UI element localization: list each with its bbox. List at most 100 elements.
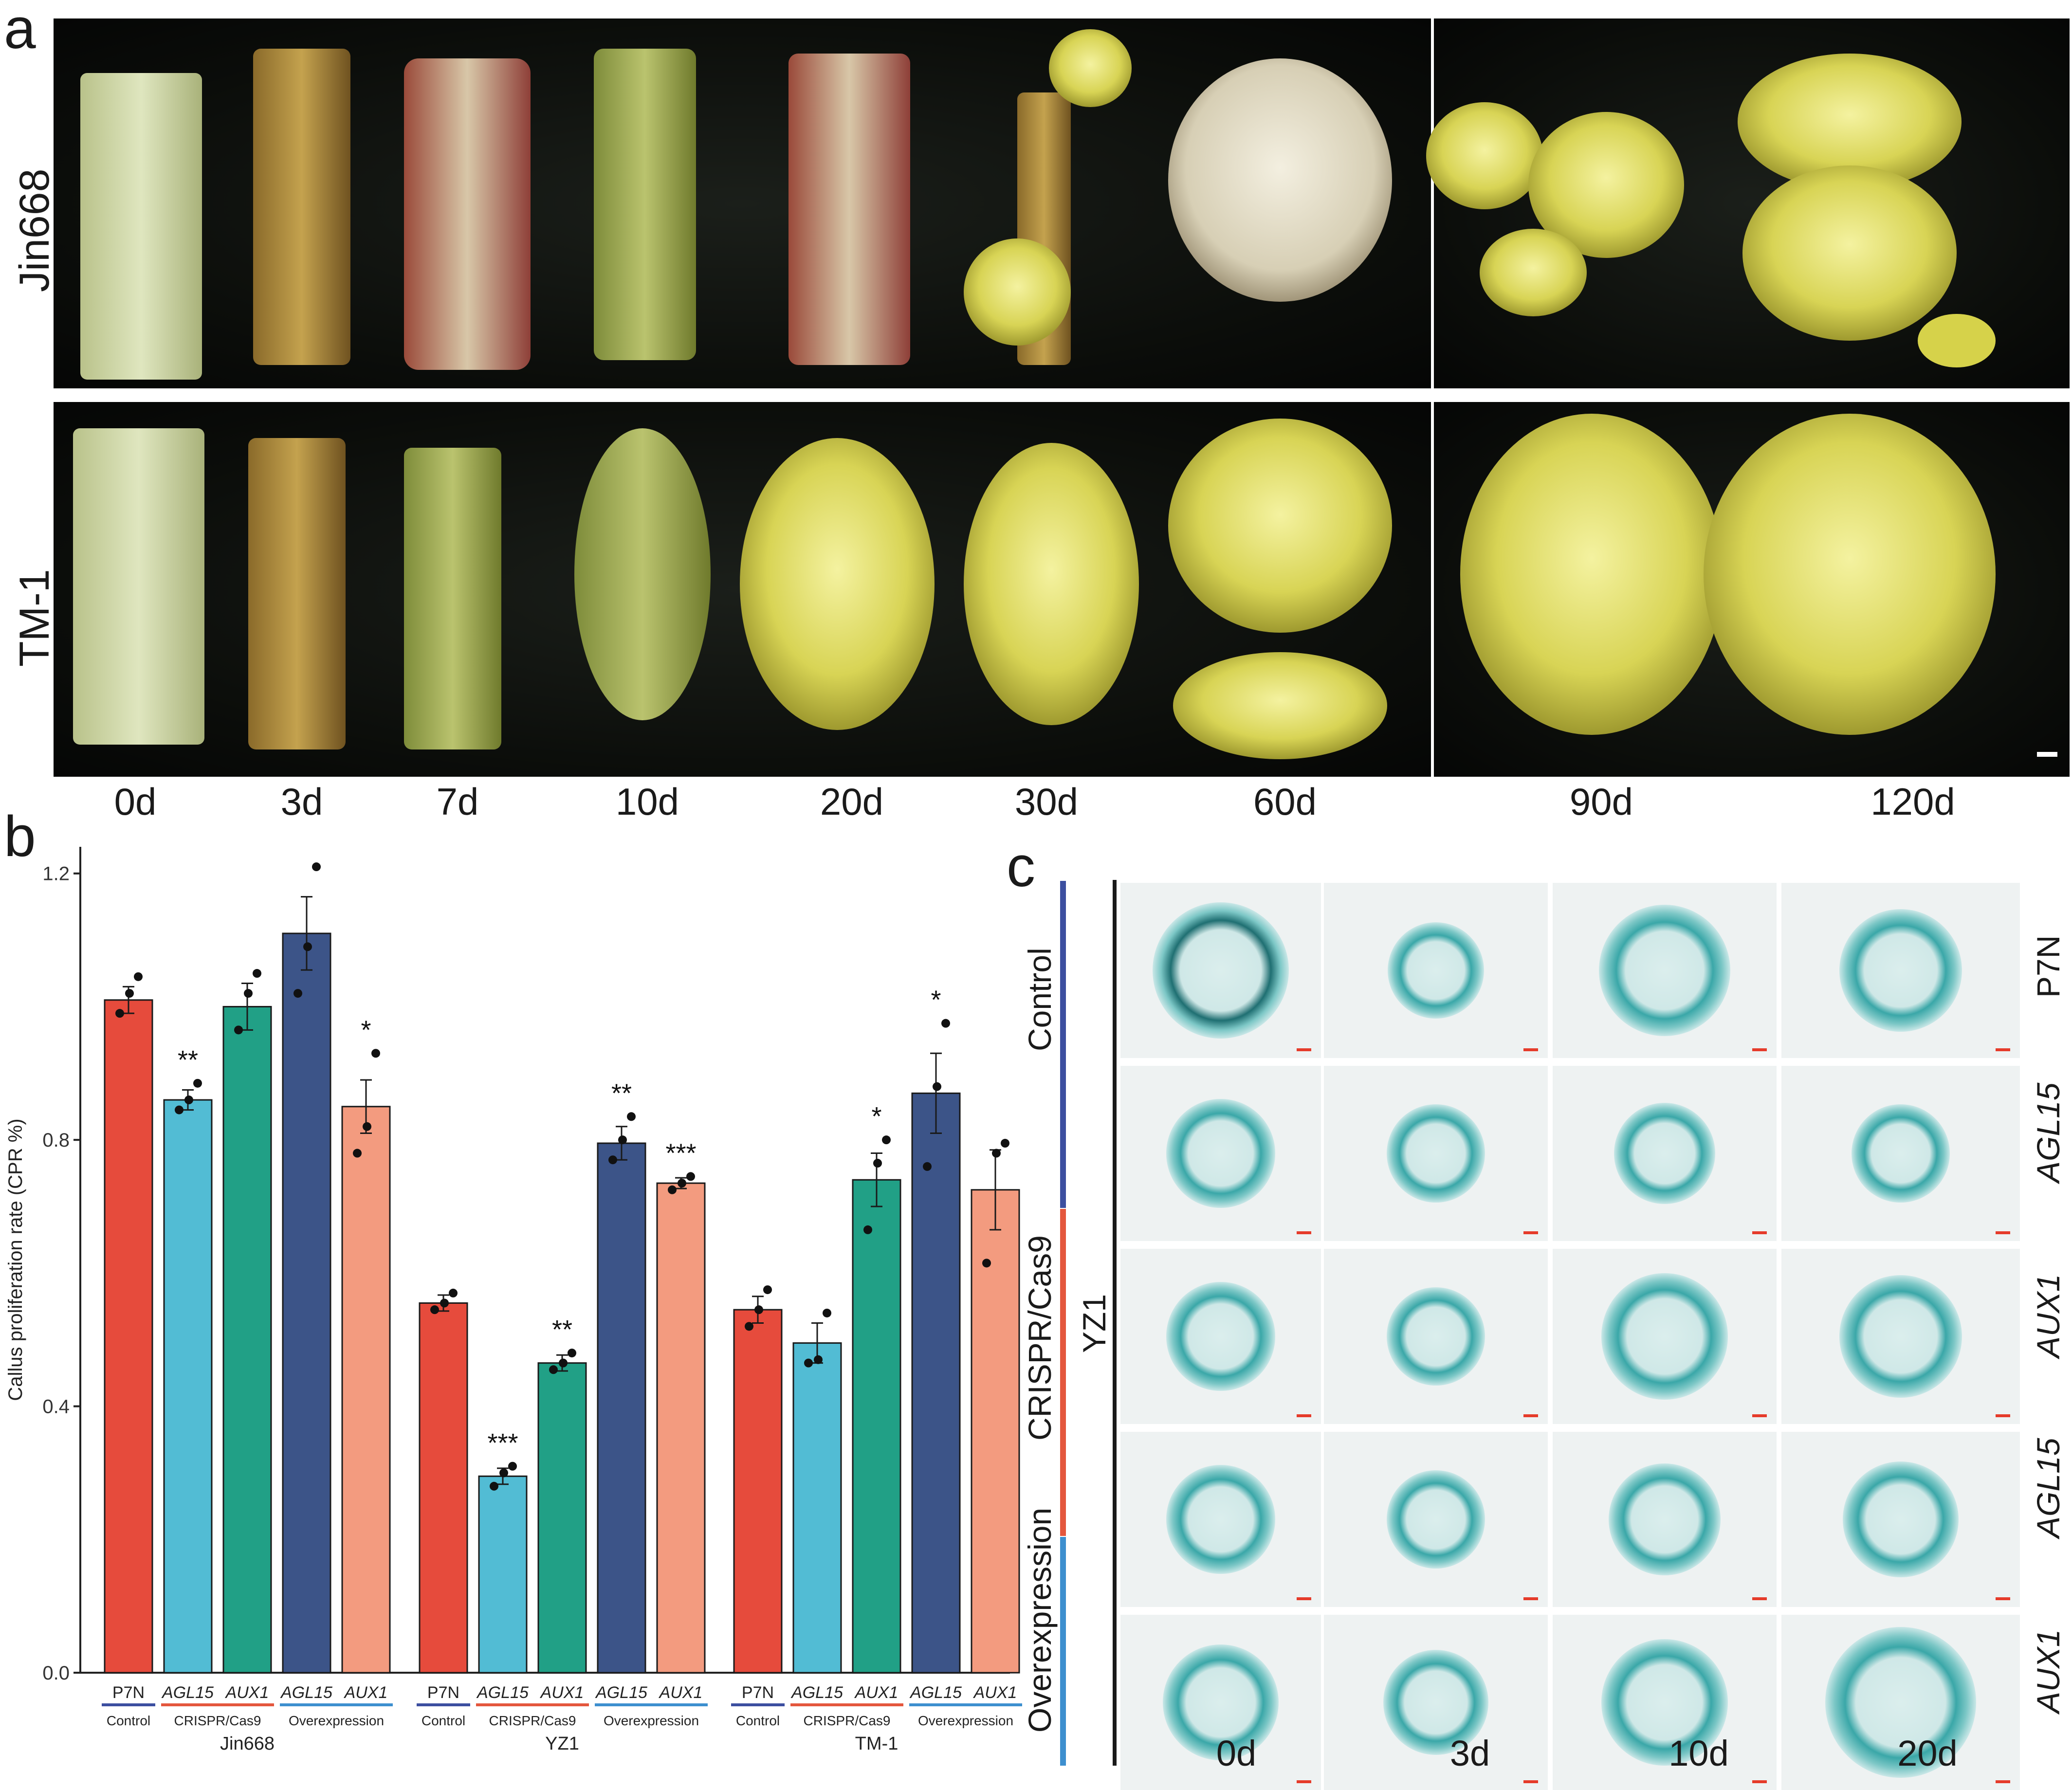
x-label-TM-1-1: AGL15 bbox=[790, 1683, 843, 1702]
bar-TM-1-3 bbox=[911, 1092, 961, 1674]
micro-scale-bar bbox=[1752, 1414, 1767, 1417]
group-label-TM-1: TM-1 bbox=[855, 1734, 898, 1754]
panel-a-day-20d: 20d bbox=[820, 780, 884, 823]
micrograph-r2-c1 bbox=[1324, 1249, 1548, 1424]
x-label-Jin668-3: AGL15 bbox=[280, 1683, 332, 1702]
jin668-3d-explant bbox=[253, 49, 350, 365]
point-Jin668-3-0 bbox=[293, 989, 302, 998]
tm1-0d-explant bbox=[73, 428, 204, 745]
c-day-3d: 3d bbox=[1449, 1733, 1490, 1773]
sig-YZ1-1: *** bbox=[487, 1428, 518, 1458]
x-label-Jin668-0: P7N bbox=[112, 1683, 145, 1702]
sig-YZ1-4: *** bbox=[665, 1138, 696, 1168]
point-TM-1-1-1 bbox=[814, 1355, 823, 1364]
point-YZ1-2-2 bbox=[568, 1349, 576, 1358]
micro-scale-bar bbox=[1996, 1048, 2010, 1051]
bar-Jin668-1 bbox=[163, 1099, 213, 1674]
c-day-20d: 20d bbox=[1897, 1733, 1958, 1773]
point-Jin668-2-2 bbox=[253, 969, 261, 978]
point-YZ1-2-1 bbox=[559, 1358, 568, 1368]
subgroup-label-Jin668-1: CRISPR/Cas9 bbox=[174, 1713, 261, 1728]
c-day-10d: 10d bbox=[1669, 1733, 1729, 1773]
point-Jin668-1-0 bbox=[175, 1105, 183, 1114]
x-label-TM-1-2: AUX1 bbox=[854, 1683, 898, 1702]
point-TM-1-0-0 bbox=[745, 1322, 753, 1331]
c-row-aux1-crispr: AUX1 bbox=[2030, 1274, 2066, 1358]
micrograph-r4-c3 bbox=[1781, 1615, 2020, 1790]
x-label-TM-1-3: AGL15 bbox=[909, 1683, 962, 1702]
y-tick-label-3: 1.2 bbox=[42, 863, 70, 885]
tissue-ring bbox=[1825, 1627, 1976, 1778]
micrograph-r4-c0 bbox=[1120, 1615, 1321, 1790]
micrograph-r1-c2 bbox=[1553, 1066, 1777, 1241]
group-label-Jin668: Jin668 bbox=[220, 1734, 275, 1754]
bar-YZ1-2 bbox=[537, 1362, 587, 1674]
micrograph-r0-c2 bbox=[1553, 883, 1777, 1058]
tm1-7d-explant bbox=[404, 448, 501, 749]
c-row-agl15-oe: AGL15 bbox=[2030, 1438, 2066, 1538]
tissue-ring bbox=[1601, 1273, 1728, 1400]
point-YZ1-3-2 bbox=[627, 1112, 636, 1121]
micro-scale-bar bbox=[1996, 1231, 2010, 1234]
panel-a-day-10d: 10d bbox=[615, 780, 679, 823]
micrograph-r1-c0 bbox=[1120, 1066, 1321, 1241]
c-label-yz1: YZ1 bbox=[1076, 1294, 1112, 1353]
jin668-90d-callus-1 bbox=[1426, 102, 1543, 209]
x-label-TM-1-0: P7N bbox=[742, 1683, 774, 1702]
tm1-10d-explant bbox=[574, 428, 711, 720]
micro-scale-bar bbox=[1523, 1780, 1538, 1783]
panel-b-letter: b bbox=[4, 804, 36, 869]
tissue-ring bbox=[1166, 1099, 1275, 1208]
micrograph-r2-c0 bbox=[1120, 1249, 1321, 1424]
tm1-3d-explant bbox=[248, 438, 346, 749]
bar-TM-1-2 bbox=[852, 1179, 901, 1674]
tissue-ring bbox=[1383, 1650, 1488, 1755]
micro-scale-bar bbox=[1752, 1048, 1767, 1051]
micro-scale-bar bbox=[1996, 1597, 2010, 1600]
sig-YZ1-2: ** bbox=[552, 1315, 572, 1344]
point-YZ1-0-0 bbox=[430, 1305, 439, 1315]
tissue-ring bbox=[1843, 1461, 1959, 1577]
bar-Jin668-2 bbox=[222, 1005, 272, 1674]
bar-Jin668-4 bbox=[341, 1106, 391, 1674]
jin668-120d-embryo bbox=[1918, 314, 1996, 367]
tm1-60d-callus-top bbox=[1168, 419, 1392, 633]
tissue-ring bbox=[1387, 1287, 1485, 1386]
panel-a-day-7d: 7d bbox=[436, 780, 479, 823]
panel-c-letter: c bbox=[1007, 835, 1035, 899]
panel-a-day-0d: 0d bbox=[114, 780, 157, 823]
panel-a-letter: a bbox=[4, 0, 36, 61]
point-Jin668-0-0 bbox=[115, 1009, 124, 1018]
tissue-ring bbox=[1839, 909, 1962, 1032]
y-tick-label-0: 0.0 bbox=[42, 1662, 70, 1684]
subgroup-label-TM-1-2: Overexpression bbox=[918, 1713, 1013, 1728]
panel-a-day-3d: 3d bbox=[280, 780, 323, 823]
bar-Jin668-3 bbox=[282, 932, 331, 1674]
point-Jin668-2-1 bbox=[244, 989, 253, 998]
x-label-YZ1-3: AGL15 bbox=[595, 1683, 647, 1702]
x-label-YZ1-1: AGL15 bbox=[476, 1683, 529, 1702]
tissue-ring bbox=[1388, 922, 1484, 1019]
point-Jin668-0-1 bbox=[125, 989, 134, 998]
point-YZ1-0-2 bbox=[449, 1288, 458, 1297]
bar-YZ1-0 bbox=[419, 1302, 468, 1674]
y-tick-label-2: 0.8 bbox=[42, 1130, 70, 1151]
jin668-30d-callus-top bbox=[1049, 29, 1132, 107]
point-TM-1-3-0 bbox=[923, 1162, 932, 1171]
tissue-ring bbox=[1599, 905, 1730, 1036]
point-TM-1-0-2 bbox=[763, 1285, 772, 1295]
bar-TM-1-0 bbox=[733, 1309, 783, 1674]
micrograph-r4-c1 bbox=[1324, 1615, 1548, 1790]
bar-YZ1-1 bbox=[478, 1475, 528, 1674]
point-TM-1-1-2 bbox=[823, 1308, 831, 1317]
panel-a-day-120d: 120d bbox=[1870, 780, 1955, 823]
subgroup-label-YZ1-0: Control bbox=[422, 1713, 465, 1728]
c-label-crispr: CRISPR/Cas9 bbox=[1022, 1235, 1058, 1441]
jin668-0d-explant bbox=[80, 73, 202, 380]
point-TM-1-3-1 bbox=[933, 1082, 941, 1091]
micro-scale-bar bbox=[1523, 1048, 1538, 1051]
micro-scale-bar bbox=[1752, 1780, 1767, 1783]
jin668-90d-callus-2 bbox=[1528, 112, 1684, 258]
c-row-agl15-crispr: AGL15 bbox=[2030, 1082, 2066, 1183]
x-label-YZ1-4: AUX1 bbox=[659, 1683, 703, 1702]
